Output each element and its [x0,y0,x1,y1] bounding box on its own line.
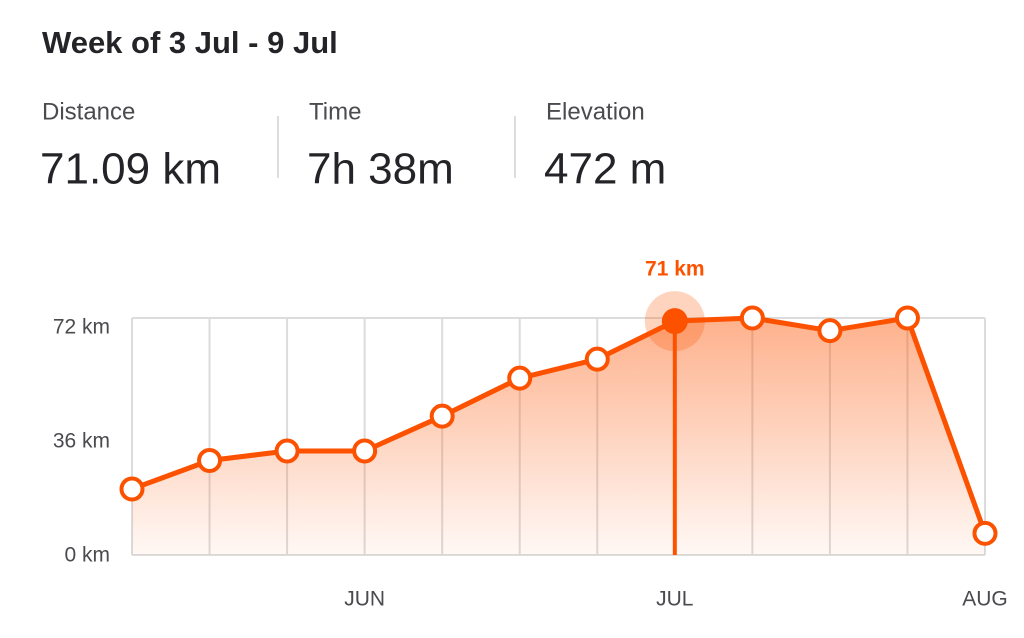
point [274,438,300,464]
stat-value: 7h 38m [307,145,454,194]
stat-value: 472 m [544,145,666,194]
area [132,318,985,555]
point [972,520,998,546]
point [119,476,145,502]
stat-label: Time [309,98,361,125]
point [817,318,843,344]
value-label: 71 km [645,258,705,281]
point [429,403,455,429]
point [352,438,378,464]
line [131,315,988,535]
x-tick-label: JUN [344,588,385,611]
x-tick-label: AUG [962,588,1008,611]
point [894,305,920,331]
week-title: Week of 3 Jul - 9 Jul [42,25,338,60]
stat-label: Distance [42,98,135,125]
point [507,365,533,391]
point [739,305,765,331]
point [584,346,610,372]
y-tick-label: 72 km [53,316,110,339]
point [197,448,223,473]
stat-value: 71.09 km [40,145,221,194]
stat-label: Elevation [546,98,645,125]
point-selected [661,308,688,335]
y-tick-label: 36 km [53,430,110,453]
x-tick-label: JUL [656,588,693,611]
y-tick-label: 0 km [64,544,110,567]
